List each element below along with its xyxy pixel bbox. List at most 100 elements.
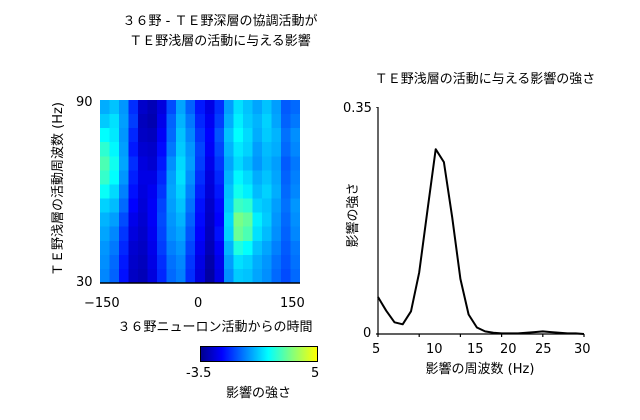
heatmap-cell [128, 100, 139, 115]
heatmap-cell [109, 226, 120, 242]
heatmap-cell [252, 184, 263, 200]
heatmap-cell [109, 100, 120, 115]
heatmap-cell [185, 170, 196, 186]
heatmap-cell [109, 268, 120, 284]
heatmap-cell [280, 128, 292, 143]
heatmap-cell [280, 170, 292, 186]
heatmap-cell [138, 268, 149, 284]
heatmap-cell [176, 268, 187, 284]
heatmap-cell [185, 156, 196, 171]
heatmap-cell [138, 100, 149, 115]
heatmap-cell [195, 226, 206, 242]
heatmap-cell [166, 170, 177, 186]
heatmap-cell [204, 254, 215, 270]
heatmap-cell [252, 268, 263, 284]
heatmap-cell [176, 156, 187, 171]
heatmap-cell [233, 128, 244, 143]
heatmap-cell [157, 268, 168, 284]
heatmap-cell [252, 254, 263, 270]
heatmap-cell [100, 240, 111, 256]
heatmap-cell [138, 128, 149, 143]
heatmap-cell [147, 212, 158, 228]
heatmap-cell [290, 128, 300, 143]
heatmap-cell [147, 170, 158, 186]
heatmap-cell [109, 254, 120, 270]
heatmap-cell [185, 212, 196, 228]
heatmap-cell [195, 184, 206, 200]
heatmap-cell [261, 212, 273, 228]
heatmap-cell [128, 212, 139, 228]
heatmap-cell [242, 268, 253, 284]
heatmap-cell [100, 156, 111, 171]
heatmap-cell [119, 100, 130, 115]
heatmap-cell [280, 226, 292, 242]
heatmap-cell [271, 184, 282, 200]
heatmap-cell [109, 198, 120, 214]
heatmap-cell [195, 212, 206, 228]
heatmap-cell [204, 268, 215, 284]
heatmap-cell [261, 100, 273, 115]
heatmap-cell [204, 170, 215, 186]
heatmap-cell [223, 100, 234, 115]
heatmap-cell [185, 142, 196, 157]
heatmap-cell [195, 156, 206, 171]
heatmap-cell [271, 128, 282, 143]
heatmap-cell [242, 212, 253, 228]
heatmap-cell [271, 170, 282, 186]
heatmap-cell [185, 268, 196, 284]
heatmap-cell [290, 142, 300, 157]
heatmap-cell [242, 128, 253, 143]
heatmap-cell [185, 184, 196, 200]
heatmap-cell [233, 184, 244, 200]
colorbar-min-label: -3.5 [186, 366, 212, 381]
heatmap-cell [214, 128, 225, 143]
heatmap-cell [204, 184, 215, 200]
heatmap-cell [223, 268, 234, 284]
heatmap-cell [223, 226, 234, 242]
heatmap-cell [128, 240, 139, 256]
line-chart-y-axis-label: 影響の強さ [346, 182, 361, 248]
heatmap-cell [138, 226, 149, 242]
heatmap-cell [119, 254, 130, 270]
heatmap-cell [138, 198, 149, 214]
heatmap-cell [147, 184, 158, 200]
heatmap-cell [242, 170, 253, 186]
heatmap-cell [242, 198, 253, 214]
heatmap-cell [242, 240, 253, 256]
heatmap-cell [195, 240, 206, 256]
heatmap-cell [138, 254, 149, 270]
heatmap-cell [147, 240, 158, 256]
heatmap-y-tick-30: 30 [76, 275, 93, 290]
heatmap-cell [100, 268, 111, 284]
heatmap-cell [252, 114, 263, 129]
heatmap-cell [147, 254, 158, 270]
heatmap-cell [166, 114, 177, 129]
heatmap-title-line2: ＴＥ野浅層の活動に与える影響 [129, 34, 311, 49]
heatmap-cell [128, 156, 139, 171]
colorbar-max-label: 5 [311, 366, 320, 381]
heatmap-cell [195, 128, 206, 143]
heatmap-cell [252, 128, 263, 143]
heatmap-cell [223, 128, 234, 143]
heatmap-cell [261, 128, 273, 143]
heatmap-cell [157, 212, 168, 228]
heatmap-cell [252, 142, 263, 157]
heatmap-cell [109, 128, 120, 143]
heatmap-cell [147, 156, 158, 171]
heatmap-plot [100, 100, 300, 284]
line-chart-title: ＴＥ野浅層の活動に与える影響の強さ [374, 72, 596, 87]
heatmap-cell [280, 268, 292, 284]
heatmap-cell [195, 100, 206, 115]
heatmap-y-tick-90: 90 [76, 95, 93, 110]
heatmap-cell [166, 268, 177, 284]
heatmap-cell [290, 226, 300, 242]
heatmap-cell [128, 226, 139, 242]
heatmap-cell [147, 114, 158, 129]
heatmap-cell [157, 128, 168, 143]
heatmap-cell [271, 142, 282, 157]
heatmap-cell [128, 254, 139, 270]
heatmap-cell [119, 240, 130, 256]
heatmap-cell [223, 240, 234, 256]
heatmap-cell [261, 198, 273, 214]
heatmap-cell [147, 142, 158, 157]
